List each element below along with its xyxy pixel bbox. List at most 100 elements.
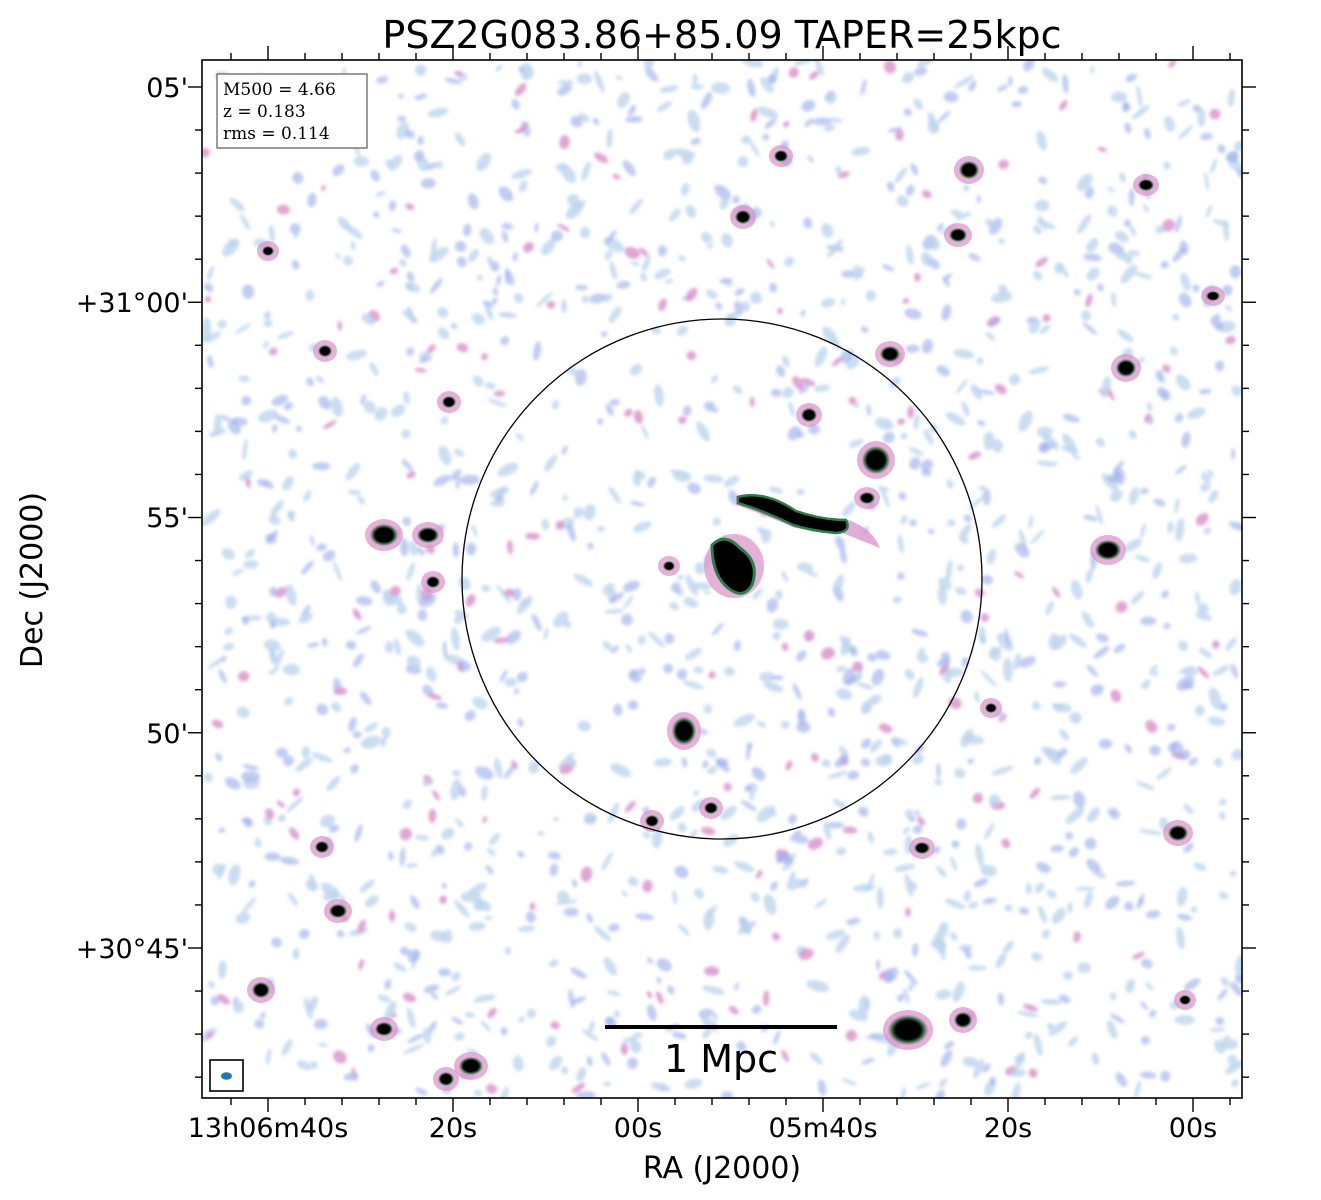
noise-blob xyxy=(269,500,285,517)
noise-blob xyxy=(505,630,521,645)
noise-blob xyxy=(1097,146,1108,153)
noise-blob xyxy=(795,650,807,662)
noise-blob xyxy=(275,649,284,668)
noise-blob xyxy=(1195,612,1212,621)
noise-blob xyxy=(493,757,503,779)
noise-blob xyxy=(274,586,288,598)
noise-blob xyxy=(642,831,651,839)
noise-blob xyxy=(1120,264,1138,284)
noise-blob xyxy=(690,83,704,90)
noise-blob xyxy=(811,753,819,762)
noise-blob xyxy=(377,994,392,1003)
noise-blob xyxy=(789,871,796,883)
noise-blob xyxy=(1167,521,1174,534)
noise-blob xyxy=(861,1057,875,1065)
noise-blob xyxy=(1110,689,1122,703)
radio-source xyxy=(442,396,456,408)
noise-blob xyxy=(927,111,936,126)
noise-blob xyxy=(476,152,492,172)
noise-blob xyxy=(489,487,510,498)
noise-blob xyxy=(1017,85,1029,94)
noise-blob xyxy=(723,475,740,488)
noise-blob xyxy=(1068,633,1088,648)
noise-blob xyxy=(793,830,803,836)
noise-blob xyxy=(1171,740,1184,757)
noise-blob xyxy=(912,942,919,957)
noise-blob xyxy=(1162,364,1171,373)
noise-blob xyxy=(817,1079,827,1096)
noise-blob xyxy=(1062,413,1080,423)
noise-blob xyxy=(677,923,690,937)
noise-blob xyxy=(499,1086,509,1098)
noise-blob xyxy=(1051,908,1066,924)
noise-blob xyxy=(690,829,698,839)
noise-blob xyxy=(1145,981,1154,991)
noise-blob xyxy=(647,631,666,648)
noise-blob xyxy=(1193,862,1207,871)
noise-blob xyxy=(809,1052,823,1065)
noise-blob xyxy=(227,420,241,435)
noise-blob xyxy=(638,247,649,257)
noise-blob xyxy=(998,159,1010,170)
noise-blob xyxy=(676,325,689,336)
noise-blob xyxy=(826,821,845,829)
noise-blob xyxy=(1052,634,1068,651)
noise-blob xyxy=(262,341,270,349)
noise-blob xyxy=(429,246,449,263)
noise-blob xyxy=(1175,374,1191,391)
noise-blob xyxy=(633,410,644,424)
noise-blob xyxy=(1200,482,1211,492)
noise-blob xyxy=(945,559,953,583)
noise-blob xyxy=(326,776,341,792)
noise-blob xyxy=(471,312,485,325)
noise-blob xyxy=(504,946,512,956)
noise-blob xyxy=(393,638,401,656)
noise-blob xyxy=(961,656,969,667)
noise-blob xyxy=(1041,68,1059,82)
noise-blob xyxy=(664,633,675,644)
noise-blob xyxy=(1008,373,1021,385)
noise-blob xyxy=(231,568,244,576)
noise-blob xyxy=(1175,518,1185,542)
noise-blob xyxy=(950,209,963,217)
noise-blob xyxy=(207,355,214,369)
noise-blob xyxy=(248,880,256,888)
noise-blob xyxy=(796,562,814,573)
noise-blob xyxy=(465,542,477,556)
noise-blob xyxy=(237,671,250,682)
noise-blob xyxy=(913,809,921,817)
noise-blob xyxy=(958,523,972,541)
noise-blob xyxy=(676,668,688,680)
noise-blob xyxy=(628,104,636,116)
noise-blob xyxy=(1014,571,1025,579)
noise-blob xyxy=(1101,473,1119,491)
noise-blob xyxy=(557,83,572,96)
y-axis-label: Dec (J2000) xyxy=(15,492,50,668)
noise-blob xyxy=(733,713,756,727)
noise-blob xyxy=(579,226,591,239)
noise-blob xyxy=(669,601,679,611)
noise-blob xyxy=(218,827,226,833)
noise-blob xyxy=(512,252,518,262)
noise-blob xyxy=(804,118,814,127)
noise-blob xyxy=(454,1032,465,1041)
noise-blob xyxy=(407,949,421,963)
noise-blob xyxy=(1182,666,1198,677)
noise-blob xyxy=(905,344,920,353)
noise-blob xyxy=(752,588,763,600)
noise-blob xyxy=(823,821,832,841)
noise-blob xyxy=(883,431,895,444)
noise-blob xyxy=(733,982,740,991)
noise-blob xyxy=(1008,76,1013,87)
noise-blob xyxy=(298,612,313,624)
noise-blob xyxy=(229,197,245,212)
noise-blob xyxy=(787,426,801,441)
noise-blob xyxy=(1190,906,1198,913)
noise-blob xyxy=(772,631,781,641)
noise-blob xyxy=(389,585,401,597)
noise-blob xyxy=(944,1041,955,1050)
noise-blob xyxy=(941,304,952,321)
noise-blob xyxy=(1038,214,1047,231)
noise-blob xyxy=(827,770,848,779)
noise-blob xyxy=(613,1010,620,1018)
